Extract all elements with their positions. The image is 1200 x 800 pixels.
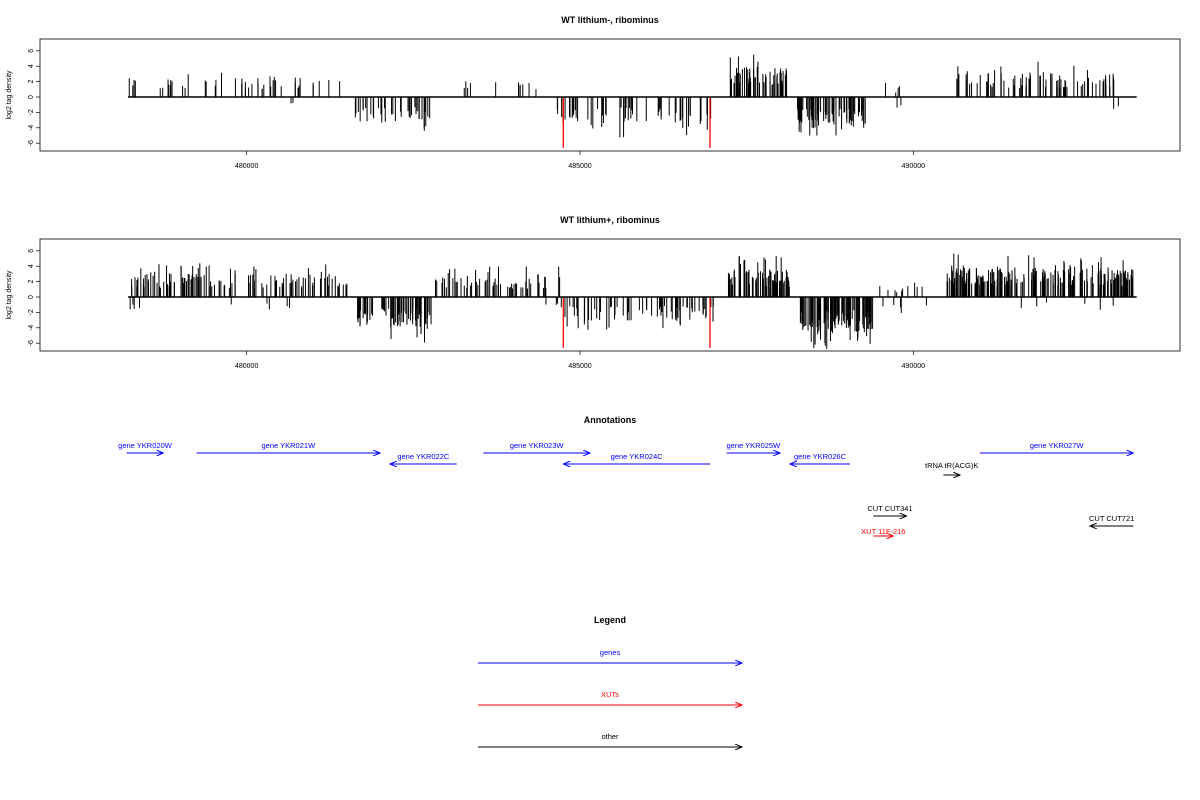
x-tick-label: 490000 (902, 363, 925, 370)
feature-gene-ykr020w: gene YKR020W (118, 441, 173, 453)
signal-panels: WT lithium-, ribominus log2 tag density 6 4… (6, 15, 1181, 370)
y-tick-label: -4 (28, 325, 35, 331)
y-axis-label: log2 tag density (6, 70, 13, 120)
y-tick-label: 0 (28, 295, 35, 299)
y-tick-label: -4 (28, 125, 35, 131)
legend-title: Legend (594, 615, 626, 625)
legend: Legend genes XUTs other (478, 615, 742, 747)
feature-gene-ykr022c: gene YKR022C (390, 452, 457, 464)
y-tick-label: 6 (28, 49, 35, 53)
legend-item-xuts: XUTs (478, 690, 742, 705)
annotations-track: Annotations gene YKR020W gene YKR021W gene… (118, 415, 1134, 536)
y-tick-label: -2 (28, 309, 35, 315)
feature-label: gene YKR020W (118, 441, 173, 450)
signal-bars (128, 54, 1119, 138)
feature-gene-ykr023w: gene YKR023W (483, 441, 590, 453)
feature-label: XUT 11F-216 (861, 527, 905, 536)
x-tick-label: 485000 (568, 363, 591, 370)
feature-label: gene YKR027W (1030, 441, 1085, 450)
y-tick-label: 4 (28, 64, 35, 68)
annotations-title: Annotations (584, 415, 637, 425)
feature-label: gene YKR025W (727, 441, 782, 450)
feature-gene-ykr025w: gene YKR025W (727, 441, 782, 453)
x-tick-label: 485000 (568, 163, 591, 170)
feature-gene-ykr027w: gene YKR027W (980, 441, 1133, 453)
legend-label: genes (600, 648, 621, 657)
plot-frame (39, 238, 1181, 352)
feature-cut-cut341: CUT CUT341 (867, 504, 913, 516)
y-tick-label: 0 (28, 95, 35, 99)
y-tick-label: 2 (28, 280, 35, 284)
y-tick-label: 4 (28, 264, 35, 268)
feature-cut-cut721: CUT CUT721 (1089, 514, 1134, 526)
legend-item-other: other (478, 732, 742, 747)
y-tick-label: -6 (28, 140, 35, 146)
y-axis-label: log2 tag density (6, 270, 13, 320)
feature-label: tRNA tR(ACG)K (925, 461, 978, 470)
legend-label: other (601, 732, 619, 741)
feature-label: gene YKR026C (794, 452, 847, 461)
x-tick-label: 480000 (235, 163, 258, 170)
feature-label: CUT CUT721 (1089, 514, 1134, 523)
y-tick-label: -6 (28, 340, 35, 346)
legend-label: XUTs (601, 690, 619, 699)
feature-label: CUT CUT341 (867, 504, 912, 513)
signal-panel-2: WT lithium+, ribominus log2 tag density 6 4… (6, 215, 1181, 370)
feature-gene-ykr021w: gene YKR021W (196, 441, 380, 453)
feature-gene-ykr024c: gene YKR024C (563, 452, 710, 464)
signal-bars (129, 253, 1134, 349)
panel-title: WT lithium+, ribominus (560, 215, 660, 225)
feature-trna-tr-acg-k: tRNA tR(ACG)K (925, 461, 978, 475)
feature-xut-11f-216: XUT 11F-216 (861, 527, 905, 536)
y-tick-label: 6 (28, 249, 35, 253)
x-tick-label: 490000 (902, 163, 925, 170)
feature-label: gene YKR021W (262, 441, 317, 450)
panel-title: WT lithium-, ribominus (561, 15, 659, 25)
y-tick-label: -2 (28, 109, 35, 115)
signal-panel-1: WT lithium-, ribominus log2 tag density 6 4… (6, 15, 1181, 170)
x-tick-label: 480000 (235, 363, 258, 370)
feature-label: gene YKR024C (611, 452, 664, 461)
legend-item-genes: genes (478, 648, 742, 663)
y-tick-label: 2 (28, 80, 35, 84)
feature-label: gene YKR023W (510, 441, 565, 450)
feature-gene-ykr026c: gene YKR026C (790, 452, 850, 464)
feature-label: gene YKR022C (397, 452, 450, 461)
plot-frame (39, 38, 1181, 152)
